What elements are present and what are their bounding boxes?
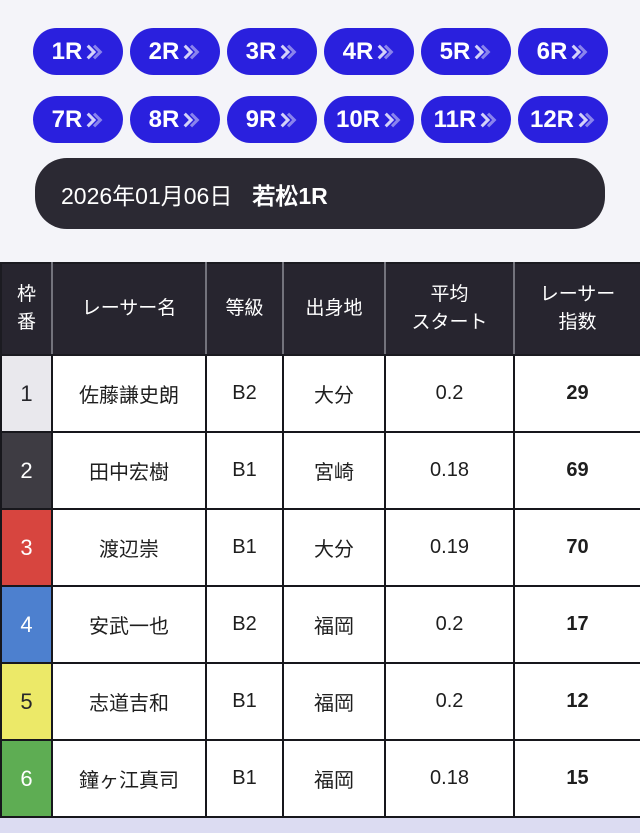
racer-name: 安武一也: [51, 585, 207, 664]
race-header-bar: 2026年01月06日 若松1R: [35, 158, 605, 229]
race-button-1r[interactable]: 1R: [32, 28, 123, 75]
col-header-frame: 枠 番: [0, 262, 53, 356]
racer-name: 志道吉和: [51, 662, 207, 741]
race-button-label: 8R: [148, 105, 180, 133]
race-button-label: 2R: [148, 37, 180, 65]
race-nav: 1R 2R 3R 4R 5R 6R 7R 8R: [0, 0, 640, 143]
race-button-10r[interactable]: 10R: [323, 96, 414, 143]
col-header-racer-name: レーサー名: [51, 262, 207, 356]
double-chevron-right-icon: [480, 112, 497, 128]
race-button-label: 9R: [245, 105, 277, 133]
double-chevron-right-icon: [384, 112, 401, 128]
racer-grade: B1: [205, 431, 284, 510]
frame-number: 6: [0, 739, 53, 818]
racer-index: 69: [513, 431, 640, 510]
col-header-avg-start: 平均 スタート: [384, 262, 515, 356]
double-chevron-right-icon: [474, 44, 491, 60]
frame-number: 1: [0, 354, 53, 433]
race-button-5r[interactable]: 5R: [420, 28, 511, 75]
race-button-4r[interactable]: 4R: [323, 28, 414, 75]
racer-index: 17: [513, 585, 640, 664]
frame-number: 5: [0, 662, 53, 741]
double-chevron-right-icon: [377, 44, 394, 60]
racer-index: 15: [513, 739, 640, 818]
racer-origin: 宮崎: [282, 431, 386, 510]
frame-number: 2: [0, 431, 53, 510]
racer-avg-start: 0.18: [384, 431, 515, 510]
race-button-2r[interactable]: 2R: [129, 28, 220, 75]
bottom-strip: [0, 818, 640, 833]
racer-avg-start: 0.2: [384, 662, 515, 741]
race-button-7r[interactable]: 7R: [32, 96, 123, 143]
racer-table: 枠 番 レーサー名 等級 出身地 平均 スタート レーサー 指数 1 佐藤謙史朗…: [0, 262, 640, 818]
racer-grade: B1: [205, 662, 284, 741]
racer-index: 12: [513, 662, 640, 741]
racer-origin: 大分: [282, 354, 386, 433]
double-chevron-right-icon: [183, 112, 200, 128]
race-button-label: 4R: [342, 37, 374, 65]
race-button-label: 10R: [335, 105, 381, 133]
race-button-label: 6R: [536, 37, 568, 65]
race-button-9r[interactable]: 9R: [226, 96, 317, 143]
race-button-11r[interactable]: 11R: [420, 96, 511, 143]
racer-index: 29: [513, 354, 640, 433]
race-date: 2026年01月06日: [61, 182, 233, 209]
double-chevron-right-icon: [280, 112, 297, 128]
table-row: 1 佐藤謙史朗 B2 大分 0.2 29: [0, 354, 640, 433]
race-button-label: 12R: [529, 105, 575, 133]
racer-avg-start: 0.18: [384, 739, 515, 818]
race-button-8r[interactable]: 8R: [129, 96, 220, 143]
double-chevron-right-icon: [578, 112, 595, 128]
table-row: 6 鐘ヶ江真司 B1 福岡 0.18 15: [0, 739, 640, 818]
table-row: 4 安武一也 B2 福岡 0.2 17: [0, 585, 640, 664]
racer-origin: 福岡: [282, 739, 386, 818]
race-button-label: 3R: [245, 37, 277, 65]
race-button-3r[interactable]: 3R: [226, 28, 317, 75]
table-row: 3 渡辺崇 B1 大分 0.19 70: [0, 508, 640, 587]
race-title: 若松1R: [252, 182, 328, 209]
double-chevron-right-icon: [86, 112, 103, 128]
racer-name: 鐘ヶ江真司: [51, 739, 207, 818]
race-button-label: 1R: [51, 37, 83, 65]
col-header-grade: 等級: [205, 262, 284, 356]
racer-name: 田中宏樹: [51, 431, 207, 510]
racer-avg-start: 0.19: [384, 508, 515, 587]
table-row: 2 田中宏樹 B1 宮崎 0.18 69: [0, 431, 640, 510]
racer-origin: 福岡: [282, 585, 386, 664]
race-button-label: 11R: [433, 105, 477, 133]
racer-index: 70: [513, 508, 640, 587]
race-button-6r[interactable]: 6R: [517, 28, 608, 75]
double-chevron-right-icon: [571, 44, 588, 60]
racer-grade: B1: [205, 508, 284, 587]
racer-grade: B1: [205, 739, 284, 818]
double-chevron-right-icon: [86, 44, 103, 60]
frame-number: 4: [0, 585, 53, 664]
table-row: 5 志道吉和 B1 福岡 0.2 12: [0, 662, 640, 741]
racer-origin: 大分: [282, 508, 386, 587]
col-header-racer-index: レーサー 指数: [513, 262, 640, 356]
racer-origin: 福岡: [282, 662, 386, 741]
double-chevron-right-icon: [183, 44, 200, 60]
racer-table-header: 枠 番 レーサー名 等級 出身地 平均 スタート レーサー 指数: [0, 262, 640, 356]
col-header-origin: 出身地: [282, 262, 386, 356]
race-button-label: 5R: [439, 37, 471, 65]
double-chevron-right-icon: [280, 44, 297, 60]
race-button-12r[interactable]: 12R: [517, 96, 608, 143]
racer-grade: B2: [205, 585, 284, 664]
racer-avg-start: 0.2: [384, 354, 515, 433]
racer-name: 佐藤謙史朗: [51, 354, 207, 433]
frame-number: 3: [0, 508, 53, 587]
racer-grade: B2: [205, 354, 284, 433]
race-button-label: 7R: [51, 105, 83, 133]
racer-name: 渡辺崇: [51, 508, 207, 587]
racer-avg-start: 0.2: [384, 585, 515, 664]
